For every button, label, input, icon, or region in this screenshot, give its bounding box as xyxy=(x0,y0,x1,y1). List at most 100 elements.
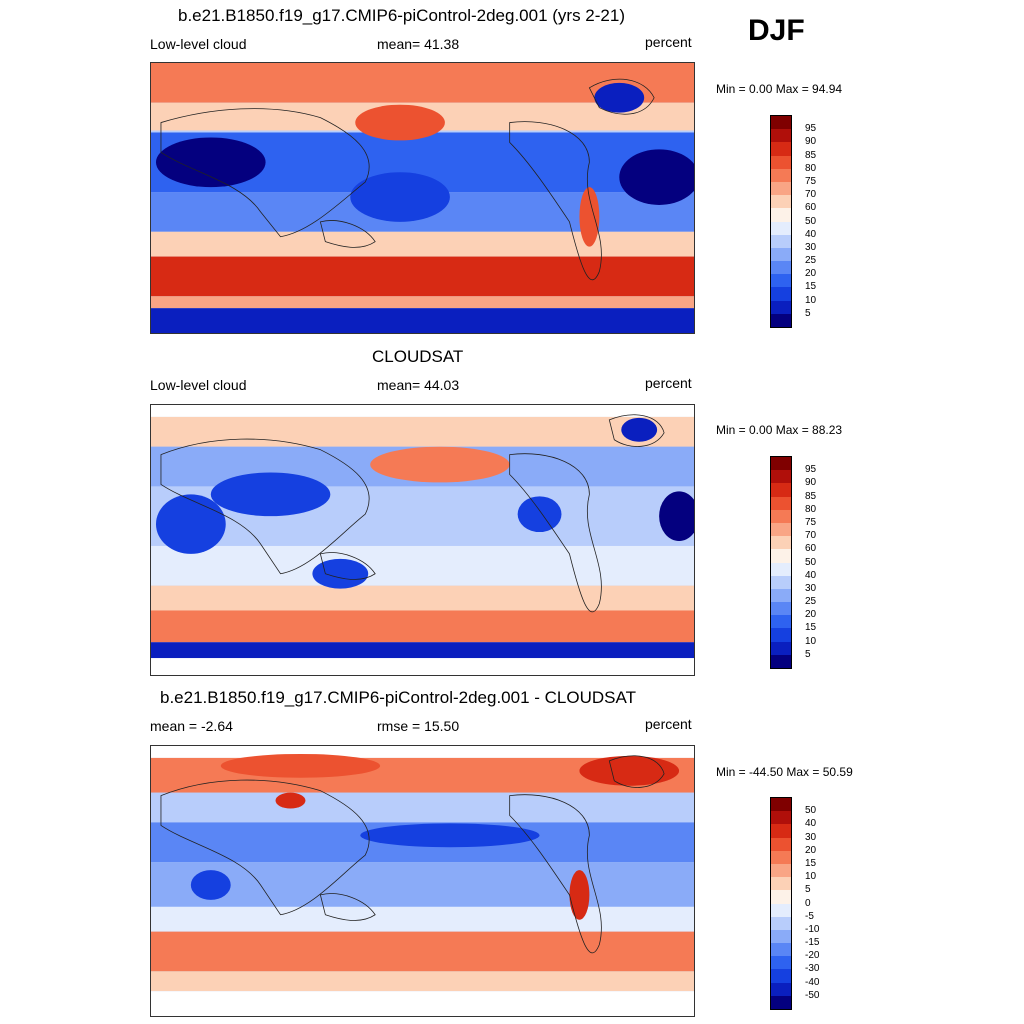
panel3-units-label: percent xyxy=(645,716,692,732)
colorbar-tick-label: 90 xyxy=(805,477,817,489)
colorbar-swatch xyxy=(771,575,791,589)
panel1-title: b.e21.B1850.f19_g17.CMIP6-piControl-2deg… xyxy=(178,6,625,25)
colorbar-swatch xyxy=(771,903,791,917)
colorbar-tick-label: 75 xyxy=(805,516,817,528)
colorbar-swatch xyxy=(771,837,791,851)
colorbar-swatch xyxy=(771,261,791,275)
colorbar-swatch xyxy=(771,929,791,944)
colorbar-tick-label: 95 xyxy=(805,464,817,476)
colorbar-swatch xyxy=(771,208,791,222)
colorbar-tick-label: 10 xyxy=(805,635,817,647)
colorbar-swatch xyxy=(771,483,791,497)
colorbar-swatch xyxy=(771,628,791,642)
colorbar-swatch xyxy=(771,562,791,576)
panel3-map xyxy=(150,745,695,1017)
colorbar-swatch xyxy=(771,116,791,130)
colorbar-tick-label: 50 xyxy=(805,805,817,817)
colorbar-swatch xyxy=(771,142,791,156)
colorbar-swatch xyxy=(771,982,791,996)
colorbar-tick-label: 5 xyxy=(805,648,811,660)
colorbar-swatch xyxy=(771,181,791,196)
colorbar-swatch xyxy=(771,155,791,169)
panel3-title: b.e21.B1850.f19_g17.CMIP6-piControl-2deg… xyxy=(160,688,636,707)
colorbar-tick-label: 40 xyxy=(805,569,817,581)
colorbar-tick-label: 80 xyxy=(805,503,817,515)
panel2-map xyxy=(150,404,695,676)
colorbar-tick-label: 15 xyxy=(805,857,817,869)
colorbar-swatch xyxy=(771,457,791,471)
colorbar-tick-label: -50 xyxy=(805,989,820,1001)
colorbar-swatch xyxy=(771,234,791,248)
colorbar-swatch xyxy=(771,877,791,891)
panel3-minmax: Min = -44.50 Max = 50.59 xyxy=(716,765,853,779)
colorbar-swatch xyxy=(771,247,791,262)
colorbar-tick-label: 15 xyxy=(805,622,817,634)
colorbar-tick-label: 85 xyxy=(805,490,817,502)
colorbar-tick-label: 75 xyxy=(805,175,817,187)
colorbar-tick-label: 40 xyxy=(805,228,817,240)
panel1-mean-label: mean= 41.38 xyxy=(377,36,460,52)
colorbar-swatch xyxy=(771,995,791,1009)
colorbar-tick-label: -40 xyxy=(805,976,820,988)
colorbar-swatch xyxy=(771,287,791,301)
colorbar-tick-label: -5 xyxy=(805,910,814,922)
colorbar-swatch xyxy=(771,536,791,550)
panel2-minmax: Min = 0.00 Max = 88.23 xyxy=(716,423,843,437)
colorbar-swatch xyxy=(771,811,791,825)
season-label: DJF xyxy=(748,14,805,47)
colorbar-tick-label: 95 xyxy=(805,123,817,135)
colorbar-tick-label: 40 xyxy=(805,818,817,830)
colorbar-tick-label: 25 xyxy=(805,596,817,608)
colorbar-swatch xyxy=(771,470,791,484)
colorbar-swatch xyxy=(771,300,791,314)
colorbar-swatch xyxy=(771,943,791,957)
colorbar-swatch xyxy=(771,509,791,523)
colorbar-swatch xyxy=(771,602,791,616)
panel1-colorbar xyxy=(770,115,792,328)
panel2-colorbar xyxy=(770,456,792,669)
colorbar-tick-label: 30 xyxy=(805,241,817,253)
colorbar-swatch xyxy=(771,850,791,864)
panel1-units-label: percent xyxy=(645,34,692,50)
colorbar-tick-label: 25 xyxy=(805,255,817,267)
colorbar-swatch xyxy=(771,916,791,930)
colorbar-swatch xyxy=(771,313,791,327)
panel2-variable-label: Low-level cloud xyxy=(150,377,247,393)
colorbar-tick-label: 80 xyxy=(805,162,817,174)
colorbar-tick-label: 15 xyxy=(805,281,817,293)
colorbar-swatch xyxy=(771,641,791,655)
colorbar-swatch xyxy=(771,956,791,970)
colorbar-tick-label: 20 xyxy=(805,844,817,856)
colorbar-tick-label: 10 xyxy=(805,871,817,883)
colorbar-swatch xyxy=(771,496,791,510)
colorbar-tick-label: 5 xyxy=(805,884,811,896)
panel1-map xyxy=(150,62,695,334)
colorbar-tick-label: 90 xyxy=(805,136,817,148)
colorbar-swatch xyxy=(771,168,791,182)
colorbar-swatch xyxy=(771,274,791,288)
colorbar-swatch xyxy=(771,549,791,563)
colorbar-tick-label: 30 xyxy=(805,582,817,594)
colorbar-tick-label: 30 xyxy=(805,831,817,843)
colorbar-tick-label: 70 xyxy=(805,530,817,542)
colorbar-tick-label: 20 xyxy=(805,609,817,621)
panel1-minmax: Min = 0.00 Max = 94.94 xyxy=(716,82,843,96)
colorbar-tick-label: 20 xyxy=(805,268,817,280)
panel3-colorbar xyxy=(770,797,792,1010)
colorbar-swatch xyxy=(771,863,791,878)
colorbar-tick-label: 0 xyxy=(805,897,811,909)
colorbar-swatch xyxy=(771,129,791,143)
colorbar-tick-label: 50 xyxy=(805,215,817,227)
colorbar-tick-label: -10 xyxy=(805,923,820,935)
colorbar-swatch xyxy=(771,588,791,603)
panel2-units-label: percent xyxy=(645,375,692,391)
colorbar-swatch xyxy=(771,221,791,235)
panel3-mean-label: mean = -2.64 xyxy=(150,718,233,734)
colorbar-swatch xyxy=(771,654,791,668)
colorbar-swatch xyxy=(771,615,791,629)
panel1-variable-label: Low-level cloud xyxy=(150,36,247,52)
colorbar-tick-label: -15 xyxy=(805,937,820,949)
colorbar-tick-label: -20 xyxy=(805,950,820,962)
colorbar-swatch xyxy=(771,824,791,838)
colorbar-tick-label: 60 xyxy=(805,202,817,214)
